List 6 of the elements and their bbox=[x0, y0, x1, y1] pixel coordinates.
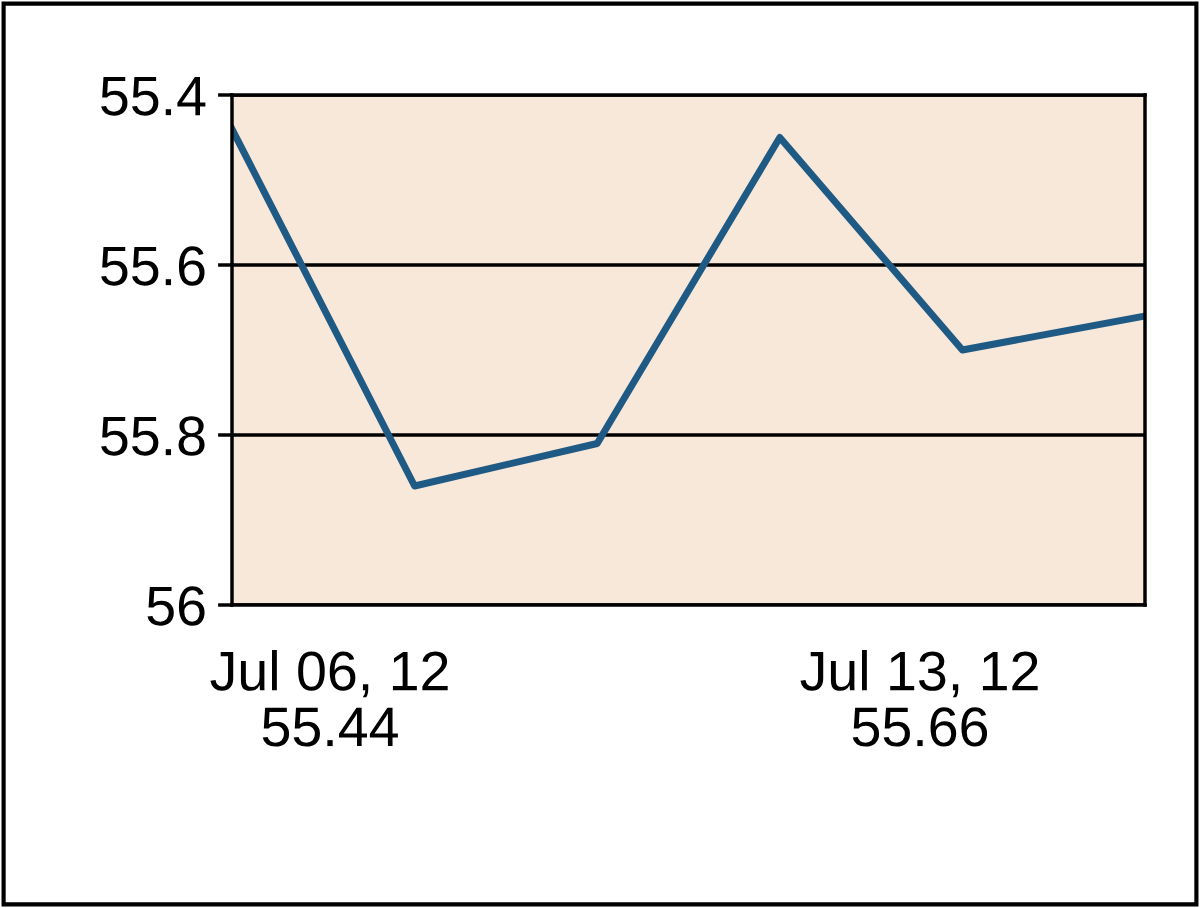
text: Jul 06, 12 55.44 bbox=[210, 650, 448, 747]
y-tick-label: 55.8 bbox=[101, 416, 205, 456]
y-tick-label: 56 bbox=[147, 586, 205, 626]
text: Jul 13, 12 55.66 bbox=[800, 650, 1038, 747]
y-tick-label: 55.6 bbox=[101, 246, 205, 286]
y-tick-label: 55.4 bbox=[101, 76, 206, 116]
